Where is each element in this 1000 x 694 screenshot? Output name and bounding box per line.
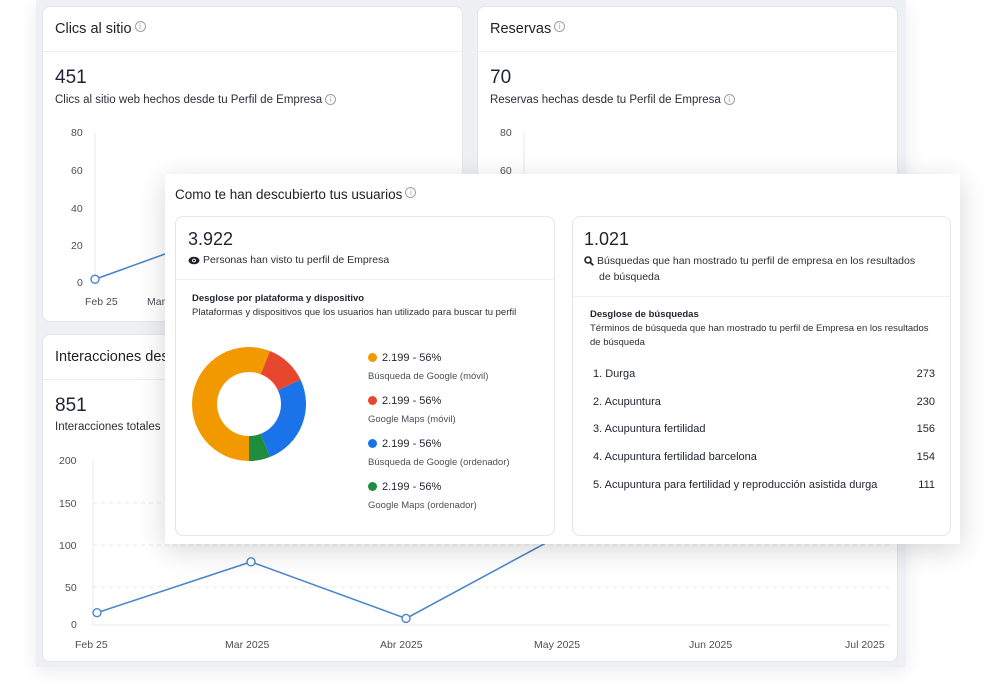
clicks-value: 451 bbox=[55, 67, 87, 88]
donut-slice bbox=[260, 379, 306, 457]
search-term-row: 2. Acupuntura 230 bbox=[593, 396, 935, 408]
searches-value: 1.021 bbox=[584, 229, 630, 249]
clicks-card-title: Clics al sitio i bbox=[55, 21, 146, 37]
x-tick: Abr 2025 bbox=[380, 639, 423, 651]
legend-dot bbox=[368, 439, 377, 449]
donut-slice bbox=[249, 433, 270, 461]
platform-breakdown-desc: Plataformas y dispositivos que los usuar… bbox=[192, 307, 517, 318]
x-tick: Feb 25 bbox=[75, 639, 108, 651]
donut-slice bbox=[260, 351, 301, 391]
series-line bbox=[96, 534, 562, 620]
views-card: 3.922 Personas han visto tu perfil de Em… bbox=[175, 216, 555, 536]
discovery-title: Como te han descubierto tus usuarios i bbox=[175, 187, 417, 202]
reservas-subtitle: Reservas hechas desde tu Perfil de Empre… bbox=[490, 94, 735, 106]
reservas-card-title: Reservas i bbox=[490, 21, 566, 37]
search-term-row: 1. Durga 273 bbox=[593, 368, 935, 380]
search-term-row: 4. Acupuntura fertilidad barcelona 154 bbox=[593, 451, 935, 463]
y-tick: 0 bbox=[77, 277, 83, 289]
views-value: 3.922 bbox=[188, 229, 234, 249]
y-tick: 60 bbox=[500, 165, 512, 177]
data-point bbox=[92, 608, 102, 618]
searches-card: 1.021 Búsquedas que han mostrado tu perf… bbox=[572, 216, 951, 536]
search-breakdown-title: Desglose de búsquedas bbox=[590, 309, 699, 320]
search-term-row: 3. Acupuntura fertilidad 156 bbox=[593, 423, 935, 435]
x-tick: Feb 25 bbox=[85, 296, 118, 308]
interacciones-value: 851 bbox=[55, 395, 87, 416]
y-tick: 80 bbox=[500, 127, 512, 139]
info-icon[interactable]: i bbox=[325, 94, 337, 105]
info-icon[interactable]: i bbox=[723, 94, 735, 105]
search-breakdown-desc: Términos de búsqueda que han mostrado tu… bbox=[590, 323, 929, 348]
interacciones-subtitle: Interacciones totales bbox=[55, 421, 161, 433]
clicks-subtitle: Clics al sitio web hechos desde tu Perfi… bbox=[55, 94, 337, 106]
x-tick: Mar 2025 bbox=[225, 639, 270, 651]
data-point bbox=[90, 274, 100, 284]
eye-icon bbox=[188, 256, 200, 265]
legend-item: 2.199 - 56% Búsqueda de Google (móvil) bbox=[368, 351, 489, 382]
y-tick: 200 bbox=[59, 455, 77, 467]
data-point bbox=[246, 557, 256, 567]
platform-donut-chart bbox=[192, 347, 306, 461]
platform-breakdown-title: Desglose por plataforma y dispositivo bbox=[192, 293, 365, 304]
info-icon[interactable]: i bbox=[134, 21, 146, 32]
search-term-row: 5. Acupuntura para fertilidad y reproduc… bbox=[593, 479, 935, 491]
legend-item: 2.199 - 56% Google Maps (ordenador) bbox=[368, 480, 477, 511]
x-tick: Jul 2025 bbox=[845, 639, 885, 651]
views-label: Personas han visto tu perfil de Empresa bbox=[188, 254, 389, 266]
y-tick: 20 bbox=[71, 240, 83, 252]
legend-item: 2.199 - 56% Google Maps (móvil) bbox=[368, 394, 456, 425]
legend-dot bbox=[368, 396, 377, 406]
discovery-panel: Como te han descubierto tus usuarios i 3.… bbox=[165, 174, 960, 544]
y-tick: 50 bbox=[65, 582, 77, 594]
donut-slice bbox=[192, 347, 270, 461]
legend-dot bbox=[368, 353, 377, 363]
y-tick: 0 bbox=[71, 619, 77, 631]
y-tick: 150 bbox=[59, 498, 77, 510]
legend-item: 2.199 - 56% Búsqueda de Google (ordenado… bbox=[368, 437, 510, 468]
info-icon[interactable]: i bbox=[405, 187, 417, 198]
data-point bbox=[401, 613, 411, 624]
x-tick: Jun 2025 bbox=[689, 639, 733, 651]
legend-dot bbox=[368, 482, 377, 492]
search-icon bbox=[584, 256, 594, 267]
y-tick: 40 bbox=[71, 203, 83, 215]
reservas-value: 70 bbox=[490, 67, 512, 88]
y-tick: 80 bbox=[71, 127, 83, 139]
info-icon[interactable]: i bbox=[554, 21, 566, 32]
y-tick: 60 bbox=[71, 165, 83, 177]
searches-label: Búsquedas que han mostrado tu perfil de … bbox=[584, 253, 915, 285]
x-tick: May 2025 bbox=[534, 639, 581, 651]
interacciones-card-title: Interacciones desc bbox=[55, 349, 176, 365]
y-tick: 100 bbox=[59, 540, 77, 552]
